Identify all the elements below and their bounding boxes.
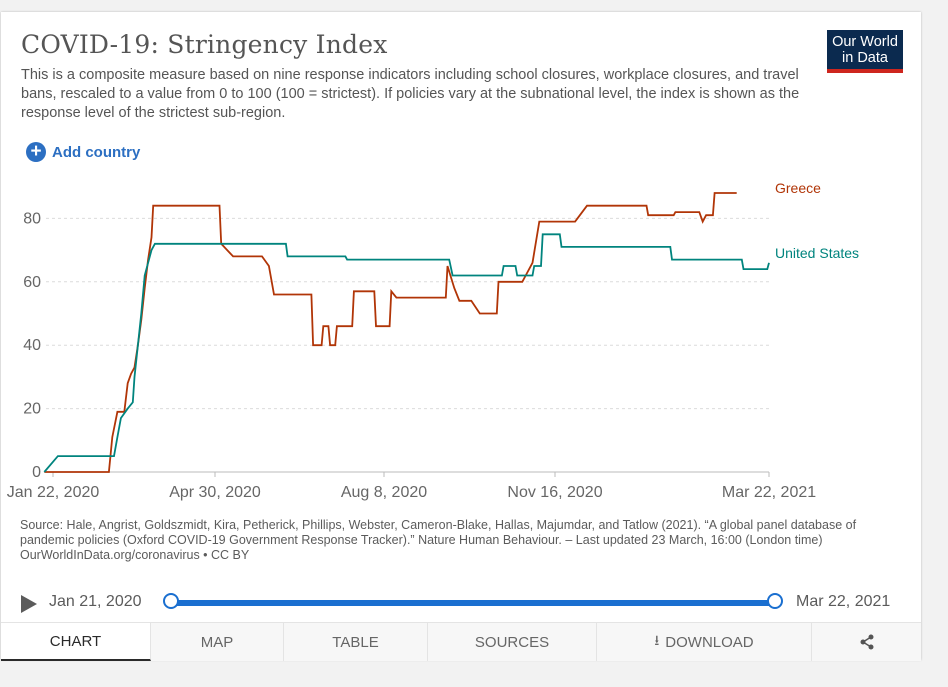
y-tick-label: 80 bbox=[23, 210, 41, 227]
timeline: Jan 21, 2020 Mar 22, 2021 bbox=[1, 585, 921, 621]
chart-card: COVID-19: Stringency Index This is a com… bbox=[1, 12, 921, 661]
x-tick-label: Jan 22, 2020 bbox=[7, 484, 100, 501]
tab-chart[interactable]: CHART bbox=[1, 623, 151, 661]
tab-table[interactable]: TABLE bbox=[284, 623, 428, 661]
add-country-label: Add country bbox=[52, 143, 141, 161]
tab-share[interactable] bbox=[812, 623, 921, 661]
y-tick-label: 60 bbox=[23, 274, 41, 291]
series-label-united-states: United States bbox=[775, 245, 859, 261]
timeline-start-handle[interactable] bbox=[163, 593, 179, 609]
download-icon: ⭳ bbox=[654, 632, 660, 648]
tab-bar: CHART MAP TABLE SOURCES ⭳ DOWNLOAD bbox=[1, 622, 921, 661]
logo-line-1: Our World bbox=[832, 34, 898, 50]
tab-sources[interactable]: SOURCES bbox=[428, 623, 597, 661]
series-line-united-states bbox=[43, 233, 770, 473]
logo-line-2: in Data bbox=[842, 50, 888, 66]
tab-map[interactable]: MAP bbox=[151, 623, 284, 661]
play-icon[interactable] bbox=[21, 595, 37, 613]
chart-title: COVID-19: Stringency Index bbox=[21, 30, 388, 59]
line-chart: 0 20 40 60 80 Jan 22, 2020 Apr 30, 2020 Aug 8, … bbox=[7, 180, 859, 501]
tab-download[interactable]: ⭳ DOWNLOAD bbox=[597, 623, 812, 661]
x-tick-label: Aug 8, 2020 bbox=[341, 484, 427, 501]
timeline-track[interactable] bbox=[171, 600, 777, 606]
source-url[interactable]: OurWorldInData.org/coronavirus • CC BY bbox=[20, 548, 250, 562]
plus-circle-icon: + bbox=[26, 142, 46, 162]
source-note: Source: Hale, Angrist, Goldszmidt, Kira,… bbox=[20, 518, 860, 563]
timeline-end-label: Mar 22, 2021 bbox=[796, 593, 891, 610]
timeline-start-label: Jan 21, 2020 bbox=[49, 593, 142, 610]
source-text: Source: Hale, Angrist, Goldszmidt, Kira,… bbox=[20, 518, 857, 547]
x-tick-label: Mar 22, 2021 bbox=[722, 484, 816, 501]
series-line-greece bbox=[44, 192, 737, 473]
y-tick-label: 20 bbox=[23, 401, 41, 418]
add-country-button[interactable]: + Add country bbox=[26, 142, 140, 162]
series-label-greece: Greece bbox=[775, 180, 821, 196]
tab-download-label: DOWNLOAD bbox=[665, 633, 754, 651]
share-icon bbox=[860, 634, 873, 650]
owid-logo[interactable]: Our World in Data bbox=[827, 30, 903, 73]
x-tick-label: Nov 16, 2020 bbox=[507, 484, 602, 501]
timeline-end-handle[interactable] bbox=[767, 593, 783, 609]
y-tick-label: 40 bbox=[23, 337, 41, 354]
x-tick-label: Apr 30, 2020 bbox=[169, 484, 261, 501]
chart-subtitle: This is a composite measure based on nin… bbox=[21, 67, 800, 121]
y-tick-label: 0 bbox=[32, 464, 41, 481]
